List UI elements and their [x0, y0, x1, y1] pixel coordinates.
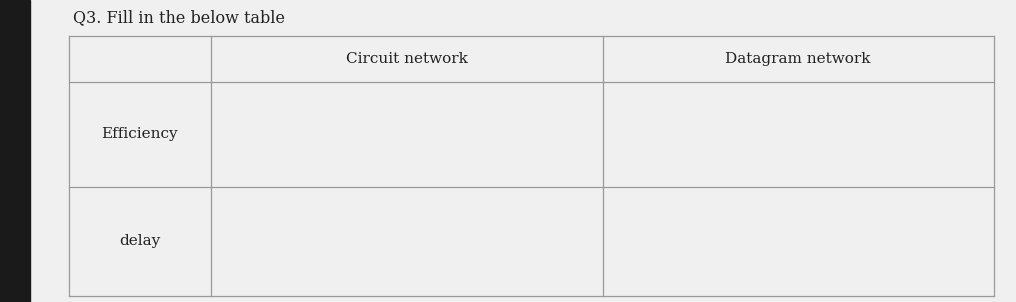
Text: Q3. Fill in the below table: Q3. Fill in the below table — [73, 9, 285, 26]
Bar — [0, 0, 30, 302]
Text: Datagram network: Datagram network — [725, 52, 871, 66]
Text: Circuit network: Circuit network — [345, 52, 467, 66]
Text: delay: delay — [119, 234, 161, 249]
Text: Efficiency: Efficiency — [102, 127, 178, 141]
